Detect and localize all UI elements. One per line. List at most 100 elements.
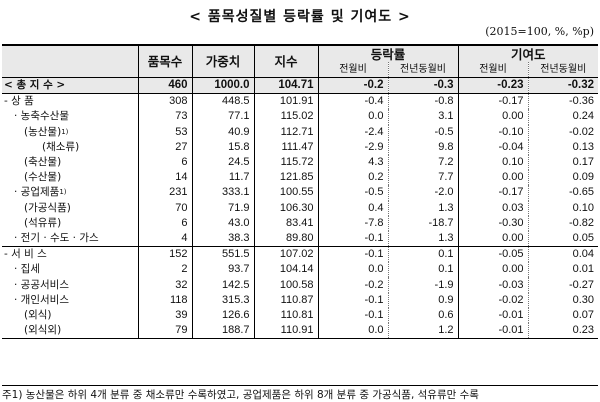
cell-ct-yoy: 0.23 bbox=[527, 323, 599, 339]
cell-ct-mom: -0.17 bbox=[457, 93, 529, 110]
row-label: · 농축수산물 bbox=[14, 110, 69, 123]
cell-index: 110.87 bbox=[253, 292, 318, 308]
cell-cr-mom: -0.2 bbox=[317, 277, 388, 293]
cell-weight: 93.7 bbox=[191, 262, 254, 278]
cell-cr-mom: -0.4 bbox=[317, 93, 388, 110]
row-label: (농산물)1) bbox=[24, 125, 69, 138]
table-row: (축산물) 6 24.5 115.72 4.3 7.2 0.10 0.17 bbox=[2, 154, 599, 171]
header-contribution: 기여도 bbox=[457, 44, 599, 62]
cell-cr-yoy: 1.3 bbox=[387, 230, 459, 247]
cell-count: 6 bbox=[137, 215, 192, 231]
row-label: < 총 지 수 > bbox=[2, 76, 138, 95]
cell-cr-yoy: -18.7 bbox=[387, 215, 459, 231]
row-label: (외식) bbox=[24, 308, 52, 321]
cell-cr-mom: -0.1 bbox=[317, 230, 388, 247]
cell-cr-mom: -0.2 bbox=[317, 76, 388, 95]
cell-index: 107.02 bbox=[253, 246, 318, 263]
table-row: (수산물) 14 11.7 121.85 0.2 7.7 0.00 0.09 bbox=[2, 170, 599, 186]
row-label: - 상 품 bbox=[4, 95, 34, 108]
cell-ct-yoy: 0.05 bbox=[527, 230, 599, 247]
cell-ct-yoy: -0.27 bbox=[527, 277, 599, 293]
cell-weight: 1000.0 bbox=[191, 76, 254, 95]
cell-weight: 333.1 bbox=[191, 185, 254, 201]
header-cr-mom: 전월비 bbox=[317, 62, 388, 78]
table-row: (외식) 39 126.6 110.81 -0.1 0.6 -0.01 0.07 bbox=[2, 307, 599, 323]
cell-cr-yoy: 0.6 bbox=[387, 307, 459, 323]
cell-index: 104.14 bbox=[253, 262, 318, 278]
table-row: (외식외) 79 188.7 110.91 0.0 1.2 -0.01 0.23 bbox=[2, 323, 599, 339]
cell-cr-yoy: 3.1 bbox=[387, 109, 459, 125]
cell-cr-mom: 0.4 bbox=[317, 200, 388, 216]
cell-ct-mom: -0.01 bbox=[457, 307, 529, 323]
cell-count: 14 bbox=[137, 170, 192, 186]
table-row: · 전기 · 수도 · 가스 4 38.3 89.80 -0.1 1.3 0.0… bbox=[2, 230, 599, 247]
row-label: (외식외) bbox=[24, 324, 62, 337]
cell-ct-yoy: 0.04 bbox=[527, 246, 599, 263]
cell-ct-yoy: -0.65 bbox=[527, 185, 599, 201]
cell-index: 106.30 bbox=[253, 200, 318, 216]
cell-cr-mom: -0.1 bbox=[317, 292, 388, 308]
cell-ct-yoy: 0.10 bbox=[527, 200, 599, 216]
cell-ct-mom: 0.00 bbox=[457, 230, 529, 247]
cell-cr-mom: -0.5 bbox=[317, 185, 388, 201]
cell-cr-yoy: -1.9 bbox=[387, 277, 459, 293]
row-label: (석유류) bbox=[24, 216, 62, 229]
cell-ct-mom: -0.01 bbox=[457, 323, 529, 339]
cell-count: 70 bbox=[137, 200, 192, 216]
header-change-rate: 등락률 bbox=[317, 44, 459, 62]
cell-cr-yoy: 0.1 bbox=[387, 246, 459, 263]
header-blank bbox=[2, 44, 138, 78]
cell-index: 110.91 bbox=[253, 323, 318, 339]
cell-index: 101.91 bbox=[253, 93, 318, 110]
cell-ct-mom: 0.00 bbox=[457, 109, 529, 125]
cell-index: 83.41 bbox=[253, 215, 318, 231]
cell-weight: 315.3 bbox=[191, 292, 254, 308]
table-row: · 집세 2 93.7 104.14 0.0 0.1 0.00 0.01 bbox=[2, 262, 599, 278]
cell-ct-mom: -0.05 bbox=[457, 246, 529, 263]
cell-count: 53 bbox=[137, 124, 192, 140]
cell-count: 32 bbox=[137, 277, 192, 293]
row-label: (축산물) bbox=[24, 156, 62, 169]
table-row: < 총 지 수 > 460 1000.0 104.71 -0.2 -0.3 -0… bbox=[2, 76, 599, 95]
cell-cr-yoy: 1.3 bbox=[387, 200, 459, 216]
cell-index: 89.80 bbox=[253, 230, 318, 247]
table-row: · 공공서비스 32 142.5 100.58 -0.2 -1.9 -0.03 … bbox=[2, 277, 599, 293]
cell-count: 231 bbox=[137, 185, 192, 201]
header-cr-yoy: 전년동월비 bbox=[387, 62, 459, 78]
footnote: 주1) 농산물은 하위 4개 분류 중 채소류만 수록하였고, 공업제품은 하위… bbox=[2, 385, 598, 402]
row-label: (채소류) bbox=[42, 140, 80, 153]
cell-index: 100.55 bbox=[253, 185, 318, 201]
cell-weight: 551.5 bbox=[191, 246, 254, 263]
cell-cr-mom: 0.0 bbox=[317, 323, 388, 339]
cell-index: 115.02 bbox=[253, 109, 318, 125]
table-row: (농산물)1) 53 40.9 112.71 -2.4 -0.5 -0.10 -… bbox=[2, 124, 599, 140]
table-row: (채소류) 27 15.8 111.47 -2.9 9.8 -0.04 0.13 bbox=[2, 139, 599, 155]
cell-cr-yoy: 0.1 bbox=[387, 262, 459, 278]
row-label: · 공업제품1) bbox=[14, 186, 67, 199]
unit-note: (2015=100, %, %p) bbox=[485, 25, 594, 38]
cell-index: 112.71 bbox=[253, 124, 318, 140]
cell-weight: 40.9 bbox=[191, 124, 254, 140]
cell-cr-mom: -7.8 bbox=[317, 215, 388, 231]
cell-cr-mom: -2.9 bbox=[317, 139, 388, 155]
cell-cr-yoy: 7.7 bbox=[387, 170, 459, 186]
cell-cr-yoy: -0.3 bbox=[387, 76, 459, 95]
header-ct-yoy: 전년동월비 bbox=[527, 62, 599, 78]
cell-cr-yoy: -0.8 bbox=[387, 93, 459, 110]
row-label: (수산물) bbox=[24, 171, 62, 184]
cell-ct-yoy: -0.32 bbox=[527, 76, 599, 95]
cell-weight: 38.3 bbox=[191, 230, 254, 247]
cell-weight: 71.9 bbox=[191, 200, 254, 216]
cell-ct-mom: 0.03 bbox=[457, 200, 529, 216]
cell-count: 118 bbox=[137, 292, 192, 308]
cell-ct-mom: -0.30 bbox=[457, 215, 529, 231]
table-row: (석유류) 6 43.0 83.41 -7.8 -18.7 -0.30 -0.8… bbox=[2, 215, 599, 231]
cell-index: 121.85 bbox=[253, 170, 318, 186]
cell-cr-yoy: 7.2 bbox=[387, 154, 459, 171]
cell-cr-mom: 0.2 bbox=[317, 170, 388, 186]
cell-weight: 142.5 bbox=[191, 277, 254, 293]
cell-ct-mom: -0.10 bbox=[457, 124, 529, 140]
cell-ct-yoy: 0.30 bbox=[527, 292, 599, 308]
cell-index: 111.47 bbox=[253, 139, 318, 155]
cell-ct-yoy: 0.17 bbox=[527, 154, 599, 171]
